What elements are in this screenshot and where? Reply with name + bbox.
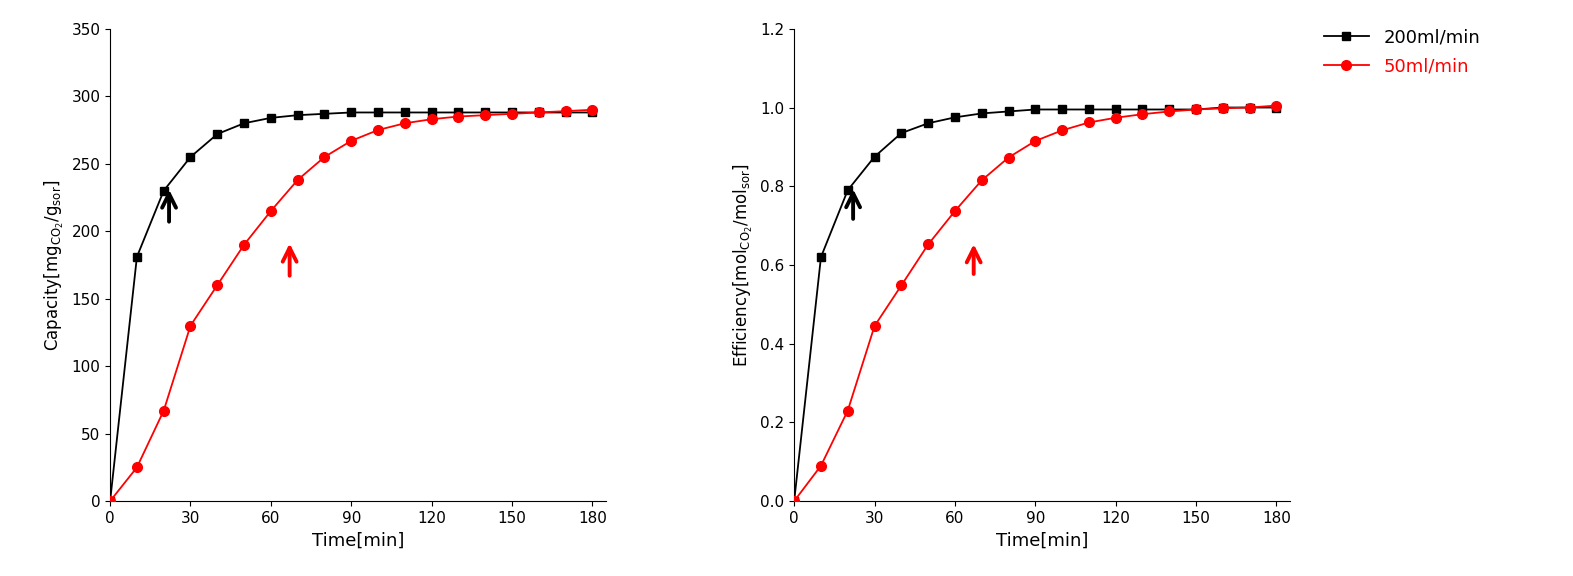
50ml/min xyxy=(1106,114,1125,121)
Line: 200ml/min: 200ml/min xyxy=(790,103,1280,505)
50ml/min xyxy=(1186,106,1205,113)
200ml/min xyxy=(945,114,964,121)
50ml/min xyxy=(785,498,804,505)
200ml/min xyxy=(812,253,831,260)
50ml/min xyxy=(1240,104,1258,111)
200ml/min xyxy=(1026,106,1044,113)
200ml/min xyxy=(865,153,884,160)
200ml/min xyxy=(1106,106,1125,113)
50ml/min xyxy=(865,323,884,329)
50ml/min xyxy=(892,282,911,289)
200ml/min xyxy=(1240,104,1258,111)
50ml/min xyxy=(1026,138,1044,145)
200ml/min xyxy=(1133,106,1151,113)
Line: 50ml/min: 50ml/min xyxy=(790,101,1282,506)
50ml/min xyxy=(945,207,964,214)
200ml/min xyxy=(1079,106,1098,113)
200ml/min xyxy=(972,110,991,117)
50ml/min xyxy=(999,154,1018,161)
50ml/min xyxy=(972,177,991,184)
X-axis label: Time[min]: Time[min] xyxy=(996,532,1089,550)
200ml/min xyxy=(1186,106,1205,113)
Y-axis label: Efficiency[$\mathregular{mol_{CO_2}/mol_{sor}}$]: Efficiency[$\mathregular{mol_{CO_2}/mol_… xyxy=(731,163,755,367)
50ml/min xyxy=(1052,127,1071,134)
50ml/min xyxy=(1266,102,1285,109)
200ml/min xyxy=(838,187,857,194)
50ml/min xyxy=(1079,119,1098,126)
50ml/min xyxy=(1213,105,1232,112)
50ml/min xyxy=(838,407,857,414)
50ml/min xyxy=(812,462,831,469)
200ml/min xyxy=(785,498,804,505)
Legend: 200ml/min, 50ml/min: 200ml/min, 50ml/min xyxy=(1323,28,1480,75)
200ml/min xyxy=(999,108,1018,115)
200ml/min xyxy=(1159,106,1178,113)
200ml/min xyxy=(1266,104,1285,111)
200ml/min xyxy=(1213,104,1232,111)
200ml/min xyxy=(1052,106,1071,113)
X-axis label: Time[min]: Time[min] xyxy=(311,532,404,550)
200ml/min xyxy=(892,130,911,137)
Y-axis label: Capacity[$\mathregular{mg_{CO_2}/g_{sor}}$]: Capacity[$\mathregular{mg_{CO_2}/g_{sor}… xyxy=(42,179,66,351)
50ml/min xyxy=(919,241,938,248)
50ml/min xyxy=(1159,108,1178,115)
50ml/min xyxy=(1133,111,1151,118)
200ml/min xyxy=(919,120,938,127)
